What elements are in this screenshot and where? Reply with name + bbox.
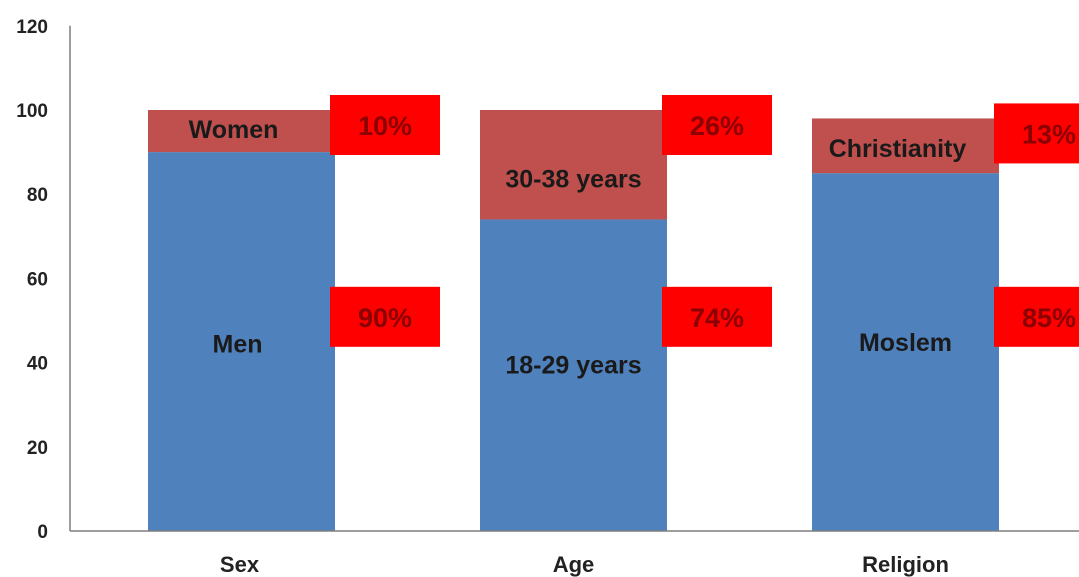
x-category-label: Sex [220,552,260,577]
x-axis: Sex Age Religion [70,530,1079,577]
y-tick-label: 120 [16,17,48,38]
y-tick-label: 100 [16,101,48,122]
upper-segment-label: Women [189,116,279,144]
y-tick-label: 40 [27,354,48,375]
percent-callout-label: 13% [1022,119,1076,149]
percent-callout-label: 90% [358,303,412,333]
percent-callout-label: 85% [1022,303,1076,333]
upper-segment-label: 30-38 years [505,166,641,194]
lower-segment-label: Men [213,330,263,358]
percent-callout-label: 74% [690,303,744,333]
upper-segment-label: Christianity [829,135,967,163]
x-category-label: Age [553,552,595,577]
y-tick-label: 80 [27,185,48,206]
percent-callout-box [662,286,772,347]
percent-callout-label: 10% [358,111,412,141]
percent-callout-label: 26% [690,111,744,141]
bar-lower-segment [148,152,335,531]
bar-upper-segment [480,110,667,220]
y-tick-label: 0 [37,522,48,543]
x-category-label: Religion [862,552,949,577]
bar-lower-segment [480,219,667,531]
bar-lower-segment [812,173,999,531]
percent-callout-box [994,286,1079,347]
y-tick-label: 60 [27,269,48,290]
percent-callout-box [330,95,440,155]
bar-upper-segment [812,118,999,174]
y-axis: 0 20 40 60 80 100 120 [16,17,71,543]
percent-callout-box [330,286,440,347]
percent-callout-box [994,103,1079,164]
bar-upper-segment [148,110,335,153]
lower-segment-label: Moslem [859,329,952,357]
y-tick-label: 20 [27,438,48,459]
percent-callout-box [662,95,772,155]
bars: Men Women 10% 90% 18-29 years 30-38 years 26% 7… [148,95,1079,531]
lower-segment-label: 18-29 years [505,351,641,379]
